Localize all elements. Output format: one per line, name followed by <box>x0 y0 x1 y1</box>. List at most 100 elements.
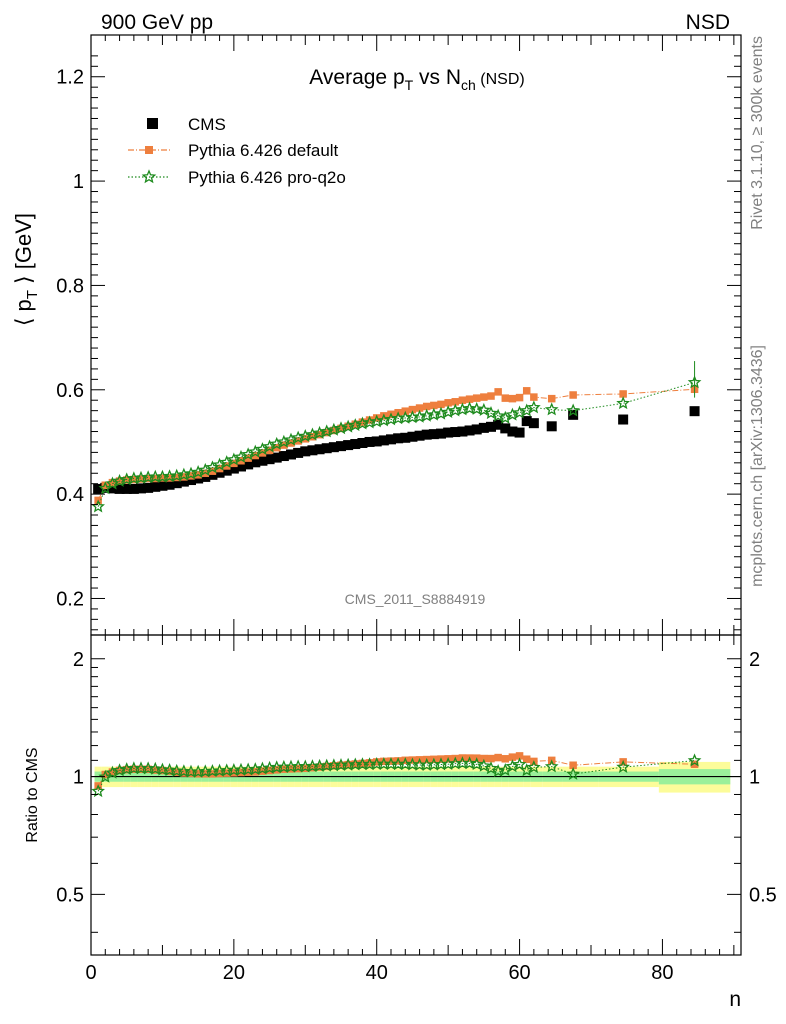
point-1-9 <box>158 474 167 482</box>
point-1-44 <box>408 405 417 414</box>
ratio-point-1-38 <box>365 759 374 767</box>
ratio-point-1-59 <box>515 752 524 760</box>
point-0-21 <box>243 459 254 470</box>
point-0-64 <box>618 414 629 425</box>
point-0-59 <box>514 427 525 438</box>
ratio-point-1-54 <box>480 754 488 763</box>
point-1-18 <box>222 462 231 470</box>
point-0-19 <box>228 463 239 474</box>
point-0-50 <box>450 427 461 438</box>
header-left-label: 900 GeV pp <box>101 11 213 34</box>
ratio-point-1-6 <box>137 765 145 774</box>
point-2-56 <box>491 408 505 422</box>
point-1-20 <box>237 456 245 465</box>
y-tick-label: 0.4 <box>56 484 84 506</box>
legend: CMS Pythia 6.426 default Pythia 6.426 pr… <box>128 115 346 187</box>
point-1-22 <box>251 451 260 460</box>
ratio-point-2-64 <box>616 759 630 773</box>
series-line-2 <box>97 381 695 507</box>
ratio-point-1-39 <box>372 758 381 766</box>
point-1-33 <box>330 426 338 435</box>
point-0-32 <box>321 443 332 454</box>
point-1-4 <box>122 476 131 484</box>
main-y-label-open: ⟨ p <box>11 299 36 326</box>
point-0-7 <box>143 482 154 493</box>
ratio-point-1-9 <box>158 766 167 775</box>
ratio-panel <box>91 752 741 798</box>
point-0-29 <box>300 446 311 457</box>
point-0-25 <box>271 452 282 463</box>
ratio-point-1-36 <box>351 760 360 768</box>
point-0-58 <box>507 426 518 437</box>
point-0-5 <box>128 483 139 494</box>
main-y-axis: 0.2 0.4 0.6 0.8 1 1.2 <box>56 55 741 631</box>
point-0-30 <box>307 445 318 456</box>
ratio-point-2-8 <box>148 761 163 775</box>
point-0-63 <box>568 409 579 420</box>
legend-label-proq2o: Pythia 6.426 pro-q2o <box>188 168 346 187</box>
point-0-26 <box>278 451 289 462</box>
point-0-23 <box>257 455 268 466</box>
ratio-point-1-40 <box>380 757 388 766</box>
point-1-48 <box>437 400 445 409</box>
point-0-36 <box>350 439 361 450</box>
ratio-frame <box>90 634 742 956</box>
point-1-52 <box>465 395 474 403</box>
point-0-27 <box>286 449 296 460</box>
point-0-45 <box>414 430 425 441</box>
point-1-56 <box>494 388 502 396</box>
ratio-y-tick-label-right: 2 <box>749 649 760 671</box>
ratio-point-1-1 <box>101 770 110 779</box>
point-0-65 <box>689 406 700 417</box>
point-1-57 <box>501 394 510 402</box>
point-0-49 <box>443 427 454 438</box>
point-1-61 <box>530 393 538 401</box>
point-1-11 <box>172 473 181 482</box>
main-title-tail: (NSD) <box>476 71 525 88</box>
ratio-point-1-41 <box>387 757 395 765</box>
ratio-point-1-37 <box>358 759 367 768</box>
ratio-point-2-24 <box>262 760 277 774</box>
main-panel <box>91 361 702 513</box>
ratio-point-1-58 <box>508 753 517 761</box>
ratio-point-1-31 <box>315 763 324 771</box>
point-0-56 <box>493 419 504 430</box>
ratio-point-1-57 <box>501 755 510 763</box>
point-0-41 <box>386 434 396 445</box>
x-tick-label: 0 <box>85 962 96 984</box>
ratio-y-tick-label: 1 <box>73 767 84 789</box>
ratio-point-2-62 <box>544 759 559 773</box>
point-0-4 <box>121 483 132 494</box>
ratio-point-1-10 <box>165 767 174 776</box>
point-0-2 <box>107 483 118 494</box>
point-1-19 <box>230 459 238 468</box>
point-0-35 <box>343 440 354 451</box>
ratio-y-axis: 0.5 0.5 1 1 2 2 <box>56 649 777 933</box>
point-0-22 <box>250 457 261 468</box>
ratio-y-tick-label-right: 1 <box>749 767 760 789</box>
ratio-point-1-63 <box>569 761 577 770</box>
ratio-point-2-22 <box>248 762 263 776</box>
point-0-13 <box>186 475 196 486</box>
point-0-0 <box>93 483 104 494</box>
point-0-8 <box>150 481 161 492</box>
ratio-point-1-12 <box>180 769 188 777</box>
ratio-point-1-11 <box>172 768 181 776</box>
mcplots-side-label: mcplots.cern.ch [arXiv:1306.3436] <box>749 345 766 587</box>
point-2-63 <box>566 403 580 417</box>
point-1-45 <box>415 404 424 412</box>
point-1-38 <box>365 416 374 424</box>
analysis-watermark: CMS_2011_S8884919 <box>345 591 486 607</box>
point-0-43 <box>400 432 411 443</box>
point-0-20 <box>236 461 246 472</box>
ratio-y-label: Ratio to CMS <box>24 747 41 842</box>
rivet-side-label: Rivet 3.1.10, ≥ 300k events <box>749 36 766 230</box>
point-0-28 <box>293 447 304 458</box>
point-0-61 <box>528 418 539 429</box>
ratio-y-tick-label: 2 <box>73 649 84 671</box>
ratio-point-1-33 <box>330 762 338 770</box>
point-1-10 <box>165 474 174 482</box>
ratio-point-1-56 <box>494 753 502 762</box>
x-axis: 0 20 40 60 80 <box>85 35 735 984</box>
point-1-7 <box>144 474 152 483</box>
